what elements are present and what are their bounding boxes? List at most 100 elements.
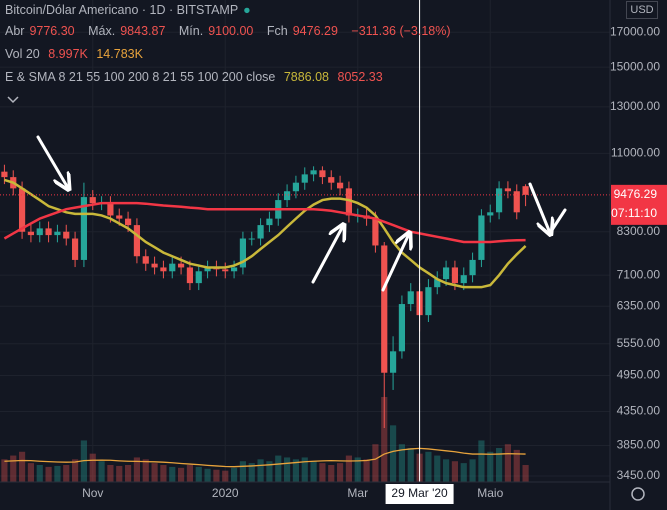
candle-body (54, 231, 61, 236)
volume-bar (1, 459, 8, 482)
x-tick-label: 2020 (212, 486, 239, 500)
ma-line (3, 201, 526, 244)
volume-bar (478, 440, 485, 482)
candle-body (222, 269, 229, 272)
candle-body (257, 225, 264, 239)
y-tick-label: 7100.00 (617, 267, 661, 281)
volume-bar (275, 455, 282, 482)
settings-icon[interactable] (631, 487, 645, 501)
candle-body (328, 177, 335, 183)
ohlc-value: 9843.87 (120, 24, 166, 38)
candle-body (451, 267, 459, 284)
collapse-icon[interactable] (7, 96, 19, 104)
volume-bar (98, 461, 105, 482)
volume-bar (522, 465, 529, 482)
candle-body (230, 267, 238, 272)
candle-body (133, 225, 141, 257)
candle-body (63, 231, 70, 239)
volume-bar (142, 459, 149, 482)
ohlc-item: Máx. 9843.87 (88, 24, 170, 38)
y-tick-label: 13000.00 (610, 99, 660, 113)
volume-bar (504, 444, 512, 482)
arrow (381, 234, 409, 292)
candle-body (336, 182, 344, 189)
candle-body (310, 170, 317, 175)
candle-body (107, 203, 114, 216)
candle-body (522, 186, 529, 195)
volume-bar (434, 455, 441, 482)
y-tick-label: 4350.00 (617, 404, 661, 418)
currency-button[interactable]: USD (626, 1, 658, 19)
volume-bar (513, 449, 520, 482)
volume-bar (487, 451, 494, 482)
volume-bar (36, 465, 43, 482)
y-tick-label: 5550.00 (617, 336, 661, 350)
ma-value: 7886.08 (283, 70, 330, 84)
candle-body (239, 238, 247, 268)
y-tick-label: 6350.00 (617, 298, 661, 312)
candle-body (116, 215, 123, 219)
y-tick-label: 11000.00 (611, 146, 660, 160)
volume-bar (310, 461, 317, 482)
ohlc-value: 9776.30 (29, 24, 75, 38)
y-tick-label: 15000.00 (610, 59, 660, 73)
x-tick-label: Nov (82, 486, 103, 500)
candle-body (442, 267, 450, 280)
candle-body (124, 218, 132, 226)
volume-bar (89, 453, 96, 482)
volume-bar (10, 455, 17, 482)
volume-bar (116, 465, 123, 482)
ma-label: E & SMA 8 21 55 100 200 8 21 55 100 200 … (5, 70, 276, 84)
change: −311.36 (−3.18%) (351, 24, 451, 38)
x-tick-label: Maio (477, 486, 503, 500)
ohlc-value: 9476.29 (292, 24, 338, 38)
volume-bar (222, 470, 229, 482)
candle-body (80, 197, 88, 260)
arrow (548, 208, 567, 235)
volume-bar (301, 457, 308, 482)
volume-bar (389, 425, 397, 482)
candle-body (283, 191, 291, 201)
candle-body (71, 238, 79, 260)
volume-bar (230, 467, 238, 482)
volume-bar (124, 465, 132, 482)
volume-bar (283, 457, 291, 482)
candle-body (372, 218, 379, 246)
volume-bar (354, 457, 361, 482)
x-tick-label: Mar (347, 486, 368, 500)
candle-body (248, 238, 255, 240)
candle-body (495, 188, 503, 213)
last-price-box (611, 184, 667, 225)
volume-bar (345, 455, 353, 482)
candle-body (1, 171, 8, 178)
countdown-label: 07:11:10 (611, 206, 657, 220)
volume-bar (381, 397, 388, 482)
volume-bar (54, 465, 61, 482)
volume-ma-line (4, 447, 526, 468)
volume-bar (442, 459, 450, 482)
volume-bar (204, 468, 211, 482)
ohlc-label: Abr (5, 24, 25, 38)
candle-body (487, 212, 494, 216)
candle-body (292, 182, 300, 192)
volume-bar (160, 465, 167, 482)
volume-bar (372, 444, 379, 482)
volume-line: Vol 20 8.997K 14.783K (5, 47, 148, 61)
volume-bar (71, 459, 79, 482)
y-tick-label: 8300.00 (617, 224, 661, 238)
symbol-title: Bitcoin/Dólar Americano · 1D · BITSTAMP (5, 3, 239, 17)
candle-body (195, 271, 202, 284)
symbol-line: Bitcoin/Dólar Americano · 1D · BITSTAMP ● (5, 3, 256, 17)
candle-body (434, 279, 441, 288)
candle-body (18, 188, 26, 232)
ohlc-label: Fch (266, 24, 288, 38)
volume-bar (63, 465, 70, 482)
candle-body (89, 197, 96, 204)
volume-bar (469, 459, 476, 482)
candle-body (186, 267, 194, 284)
ma-line (4, 178, 527, 289)
candle-body (407, 291, 414, 305)
candle-body (142, 256, 149, 264)
